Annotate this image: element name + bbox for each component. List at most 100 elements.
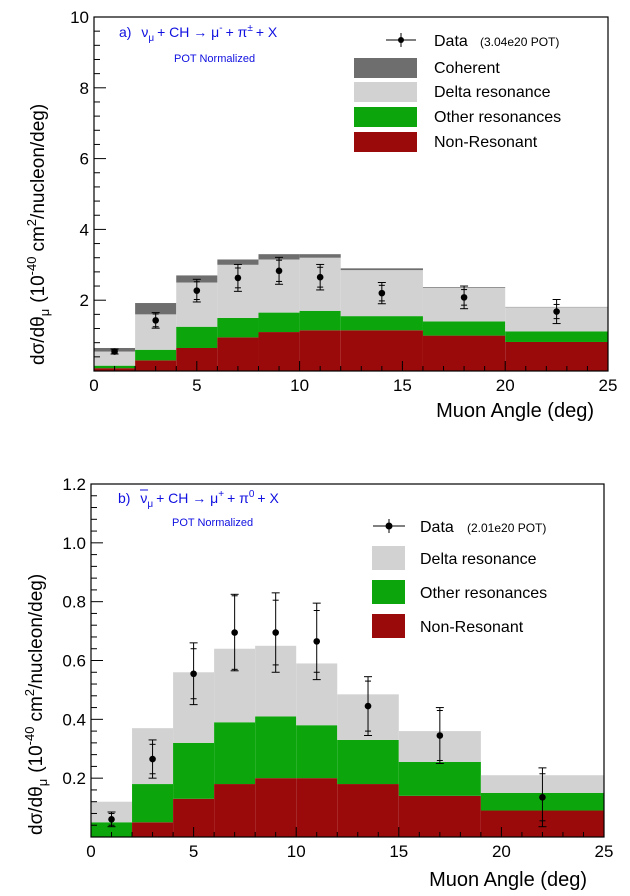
bar-nonres	[255, 778, 297, 837]
x-tick-label: 10	[287, 842, 306, 861]
bar-nonres	[258, 332, 300, 371]
x-tick-label: 5	[189, 842, 198, 861]
bar-other	[398, 761, 481, 796]
data-point	[271, 592, 280, 673]
bar-delta	[94, 351, 136, 366]
data-point	[110, 348, 119, 355]
legend-a-other-swatch	[354, 107, 417, 127]
legend-a-other-label: Other resonances	[434, 109, 561, 126]
bar-other	[505, 331, 608, 342]
bar-nonres	[340, 330, 423, 371]
panel-a-ticks: 0 5 10 15 20 25 2 4 6 8 10	[70, 8, 617, 395]
bar-nonres	[422, 335, 506, 371]
data-point	[460, 285, 469, 310]
data-point	[316, 263, 325, 291]
panel-b-data	[107, 592, 547, 828]
bar-nonres	[337, 784, 399, 837]
x-tick-label: 15	[389, 842, 408, 861]
bar-other	[422, 321, 506, 336]
bar-coherent	[299, 254, 341, 258]
panel-a-data	[110, 256, 561, 355]
legend-b-delta-label: Delta resonance	[420, 551, 537, 568]
data-point	[107, 811, 116, 828]
panel-a-frame	[93, 16, 609, 372]
legend-a-coherent-swatch	[354, 58, 417, 78]
bar-nonres	[505, 341, 608, 371]
panel-a-ylabel: dσ/dθμ(10-40cm2/nucleon/deg)	[24, 104, 52, 365]
bar-nonres	[299, 330, 341, 371]
legend-a-nonres-label: Non-Resonant	[434, 134, 538, 151]
bar-other	[337, 739, 399, 785]
bar-other	[91, 822, 133, 837]
panel-a-bars	[94, 254, 608, 371]
bar-other	[173, 742, 215, 799]
y-tick-label: 0.8	[62, 593, 86, 612]
panel-a-process: a) νμ + CH → μ- + π± + X	[119, 23, 278, 44]
y-tick-label: 10	[70, 8, 89, 27]
legend-a-delta-label: Delta resonance	[434, 84, 551, 101]
y-tick-label: 4	[80, 220, 89, 239]
panel-b-xlabel: Muon Angle (deg)	[429, 869, 587, 891]
data-point	[377, 282, 386, 305]
legend-a-data-label: Data	[434, 33, 468, 50]
y-tick-label: 1.0	[62, 534, 86, 553]
data-point	[552, 298, 561, 325]
panel-b-ticks: 0 5 10 15 20 25 0.2 0.4 0.6 0.8 1.0 1.2	[62, 475, 613, 861]
bar-other	[258, 312, 300, 333]
panel-b-ylabel: dσ/dθμ(10-40cm2/nucleon/deg)	[22, 574, 50, 835]
legend-b-data-marker	[373, 519, 405, 533]
bar-coherent	[258, 254, 300, 260]
x-tick-label: 0	[89, 376, 98, 395]
x-tick-label: 15	[393, 376, 412, 395]
data-point	[151, 312, 160, 329]
bar-other	[132, 784, 174, 823]
bar-nonres	[214, 784, 256, 837]
data-point	[435, 707, 444, 764]
x-tick-label: 25	[599, 376, 618, 395]
x-tick-label: 0	[86, 842, 95, 861]
bar-nonres	[176, 347, 218, 371]
legend-b-nonres-swatch	[372, 614, 405, 638]
data-point	[148, 739, 157, 779]
data-point	[233, 263, 242, 292]
bar-other	[176, 326, 218, 348]
x-tick-label: 20	[492, 842, 511, 861]
y-tick-label: 0.6	[62, 652, 86, 671]
legend-a-nonres-swatch	[354, 132, 417, 152]
legend-a-delta-swatch	[354, 82, 417, 102]
legend-b-delta-swatch	[372, 546, 405, 570]
legend-a-data-pot: (3.04e20 POT)	[480, 35, 559, 49]
data-point	[275, 256, 284, 285]
panel-b-process: b) νμ + CH → μ+ + π0 + X	[118, 489, 279, 510]
x-tick-label: 10	[290, 376, 309, 395]
legend-b-data-pot: (2.01e20 POT)	[467, 521, 546, 535]
bar-other	[214, 722, 256, 785]
panel-a-xlabel: Muon Angle (deg)	[436, 400, 594, 422]
bar-nonres	[296, 778, 338, 837]
bar-other	[299, 310, 341, 331]
x-tick-label: 5	[192, 376, 201, 395]
x-tick-label: 25	[595, 842, 614, 861]
y-tick-label: 2	[80, 291, 89, 310]
y-tick-label: 0.4	[62, 710, 86, 729]
legend-a-coherent-label: Coherent	[434, 60, 500, 77]
panel-b-legend: Data (2.01e20 POT) Delta resonance Other…	[372, 519, 547, 638]
y-tick-label: 8	[80, 79, 89, 98]
y-tick-label: 0.2	[62, 769, 86, 788]
data-point	[192, 278, 201, 303]
y-tick-label: 1.2	[62, 475, 86, 494]
data-point	[189, 642, 198, 706]
panel-b-bars	[91, 645, 604, 837]
bar-other	[296, 725, 338, 779]
panel-b-pot-normalized: POT Normalized	[172, 517, 253, 529]
bar-coherent	[340, 268, 423, 271]
panel-b: 0 5 10 15 20 25 0.2 0.4 0.6 0.8 1.0 1.2 b) νμ + CH →…	[22, 475, 613, 891]
legend-b-other-swatch	[372, 580, 405, 604]
y-tick-label: 6	[80, 150, 89, 169]
bar-nonres	[217, 337, 259, 371]
panel-a-legend: Data (3.04e20 POT) Coherent Delta resona…	[354, 33, 561, 152]
bar-coherent	[217, 259, 259, 265]
panel-a: 0 5 10 15 20 25 2 4 6 8 10 a) νμ + CH → μ- + π± + X P…	[24, 8, 617, 422]
data-point	[312, 602, 321, 681]
